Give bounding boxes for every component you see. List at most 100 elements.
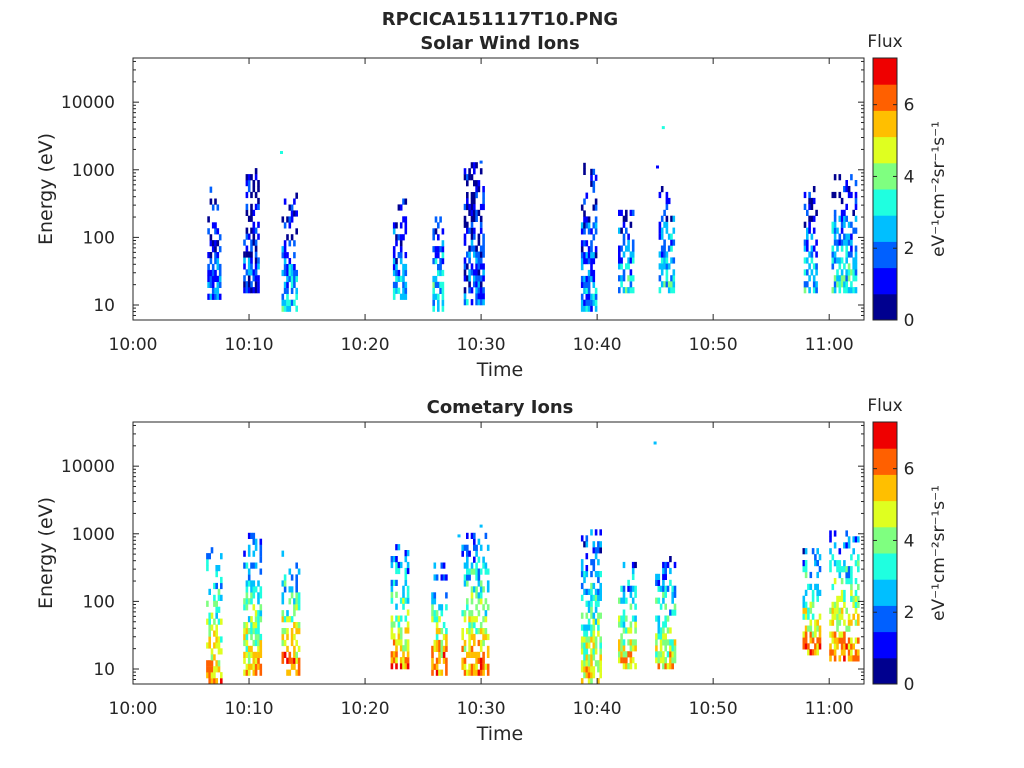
flux-cell bbox=[597, 559, 600, 566]
flux-cell bbox=[470, 174, 474, 181]
flux-cell bbox=[816, 649, 819, 656]
flux-cell bbox=[850, 572, 853, 579]
flux-cell bbox=[618, 621, 621, 628]
flux-cell bbox=[210, 678, 214, 685]
flux-cell bbox=[254, 622, 258, 629]
flux-cell bbox=[218, 246, 222, 253]
flux-cell bbox=[840, 281, 844, 288]
flux-cell bbox=[215, 666, 218, 673]
flux-cell bbox=[437, 299, 440, 306]
flux-cell bbox=[438, 639, 441, 647]
flux-cell bbox=[587, 287, 591, 294]
colorbar-title: Flux bbox=[867, 396, 902, 416]
flux-cell bbox=[295, 192, 298, 199]
flux-cell bbox=[475, 586, 478, 593]
flux-cell bbox=[247, 568, 251, 575]
flux-cell bbox=[597, 571, 600, 578]
flux-cell bbox=[214, 240, 217, 247]
flux-cell bbox=[431, 610, 434, 617]
flux-cell bbox=[250, 628, 253, 635]
flux-cell bbox=[666, 561, 670, 569]
flux-cell bbox=[806, 257, 809, 264]
flux-cell bbox=[257, 657, 260, 664]
flux-cell bbox=[622, 275, 626, 282]
flux-cell bbox=[479, 251, 483, 258]
flux-cell bbox=[214, 222, 217, 229]
flux-cell bbox=[404, 573, 408, 580]
flux-cell bbox=[211, 287, 215, 294]
flux-cell bbox=[803, 257, 807, 264]
flux-cell bbox=[392, 639, 396, 646]
flux-cell bbox=[397, 275, 401, 282]
flux-cell bbox=[587, 275, 591, 283]
flux-cell bbox=[399, 633, 403, 640]
flux-cell bbox=[484, 633, 488, 641]
flux-cell bbox=[390, 615, 394, 622]
flux-cell bbox=[857, 619, 860, 626]
flux-cell bbox=[295, 657, 298, 664]
flux-cell bbox=[406, 639, 410, 646]
flux-cell bbox=[627, 263, 630, 270]
flux-cell bbox=[587, 600, 591, 607]
flux-cell bbox=[440, 604, 444, 611]
flux-cell bbox=[815, 209, 818, 216]
flux-cell bbox=[402, 216, 405, 223]
flux-cell bbox=[843, 542, 846, 549]
flux-cell bbox=[288, 651, 292, 658]
flux-cell bbox=[395, 234, 398, 241]
flux-cell bbox=[406, 657, 410, 664]
flux-cell bbox=[402, 198, 405, 205]
flux-cell bbox=[852, 536, 855, 543]
flux-cell bbox=[475, 299, 478, 306]
flux-cell bbox=[843, 263, 846, 270]
flux-cell bbox=[585, 672, 589, 679]
flux-cell bbox=[809, 583, 813, 590]
flux-cell bbox=[479, 227, 483, 234]
flux-cell bbox=[468, 269, 471, 276]
flux-cell bbox=[585, 648, 589, 655]
flux-cell bbox=[857, 655, 860, 662]
flux-cell bbox=[208, 612, 211, 619]
flux-cell bbox=[671, 651, 674, 658]
flux-cell bbox=[852, 548, 855, 555]
flux-cell bbox=[486, 663, 490, 670]
flux-cell bbox=[620, 209, 623, 216]
flux-cell bbox=[804, 643, 808, 650]
flux-cell bbox=[475, 293, 478, 300]
flux-cell bbox=[627, 627, 630, 634]
flux-cell bbox=[466, 197, 469, 205]
flux-cell bbox=[404, 222, 408, 229]
flux-cell bbox=[218, 281, 222, 288]
flux-cell bbox=[631, 645, 635, 652]
flux-cell bbox=[840, 566, 844, 573]
flux-cell bbox=[214, 198, 217, 205]
flux-cell bbox=[620, 615, 623, 622]
flux-cell bbox=[206, 666, 209, 673]
flux-cell bbox=[673, 645, 677, 652]
flux-cell bbox=[217, 618, 221, 625]
flux-cell bbox=[477, 293, 481, 300]
flux-cell bbox=[669, 651, 672, 658]
flux-cell bbox=[625, 263, 628, 270]
flux-cell bbox=[585, 216, 589, 223]
flux-cell bbox=[592, 168, 596, 175]
flux-cell bbox=[629, 287, 633, 294]
flux-cell bbox=[665, 197, 669, 205]
flux-cell bbox=[673, 561, 677, 569]
flux-cell bbox=[656, 165, 659, 169]
flux-cell bbox=[399, 597, 403, 604]
flux-cell bbox=[479, 524, 483, 528]
flux-cell bbox=[829, 530, 832, 537]
flux-cell bbox=[802, 631, 806, 638]
flux-cell bbox=[580, 666, 584, 673]
flux-cell bbox=[470, 532, 474, 539]
flux-cell bbox=[665, 269, 669, 276]
flux-cell bbox=[402, 651, 405, 658]
flux-cell bbox=[840, 221, 844, 228]
flux-cell bbox=[290, 204, 294, 211]
flux-cell bbox=[622, 585, 626, 592]
flux-cell bbox=[599, 660, 602, 667]
flux-cell bbox=[259, 544, 263, 551]
flux-cell bbox=[833, 607, 837, 614]
flux-cell bbox=[479, 568, 483, 575]
